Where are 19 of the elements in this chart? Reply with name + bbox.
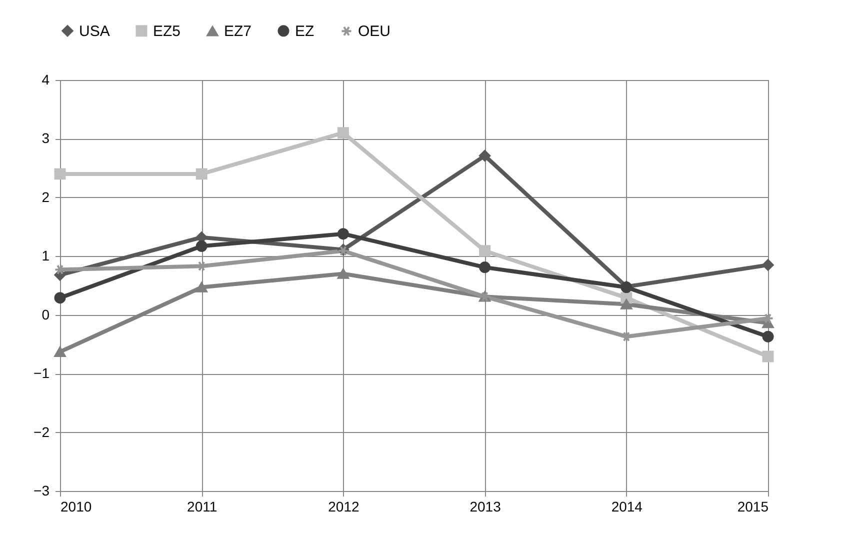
x-tick-label: 2014: [611, 498, 643, 514]
x-tick-label: 2011: [187, 498, 218, 514]
x-tick-label: 2012: [328, 498, 360, 514]
y-tick-label: −3: [34, 482, 50, 498]
y-tick-label: 4: [42, 72, 50, 88]
y-tick-label: 1: [42, 248, 50, 264]
legend-label: OEU: [358, 23, 391, 40]
y-tick-label: −1: [34, 365, 50, 382]
legend-label: EZ5: [153, 22, 181, 40]
y-tick-label: −2: [34, 424, 50, 440]
legend-label: USA: [79, 22, 110, 40]
x-tick-label: 2013: [470, 498, 502, 514]
x-tick-label: 2015: [737, 498, 769, 514]
y-tick-label: 2: [42, 188, 50, 205]
legend-label: EZ: [295, 22, 314, 40]
y-tick-label: 0: [42, 306, 50, 322]
legend-label: EZ7: [224, 23, 252, 40]
x-tick-label: 2010: [60, 498, 92, 514]
y-tick-label: 3: [42, 130, 50, 146]
